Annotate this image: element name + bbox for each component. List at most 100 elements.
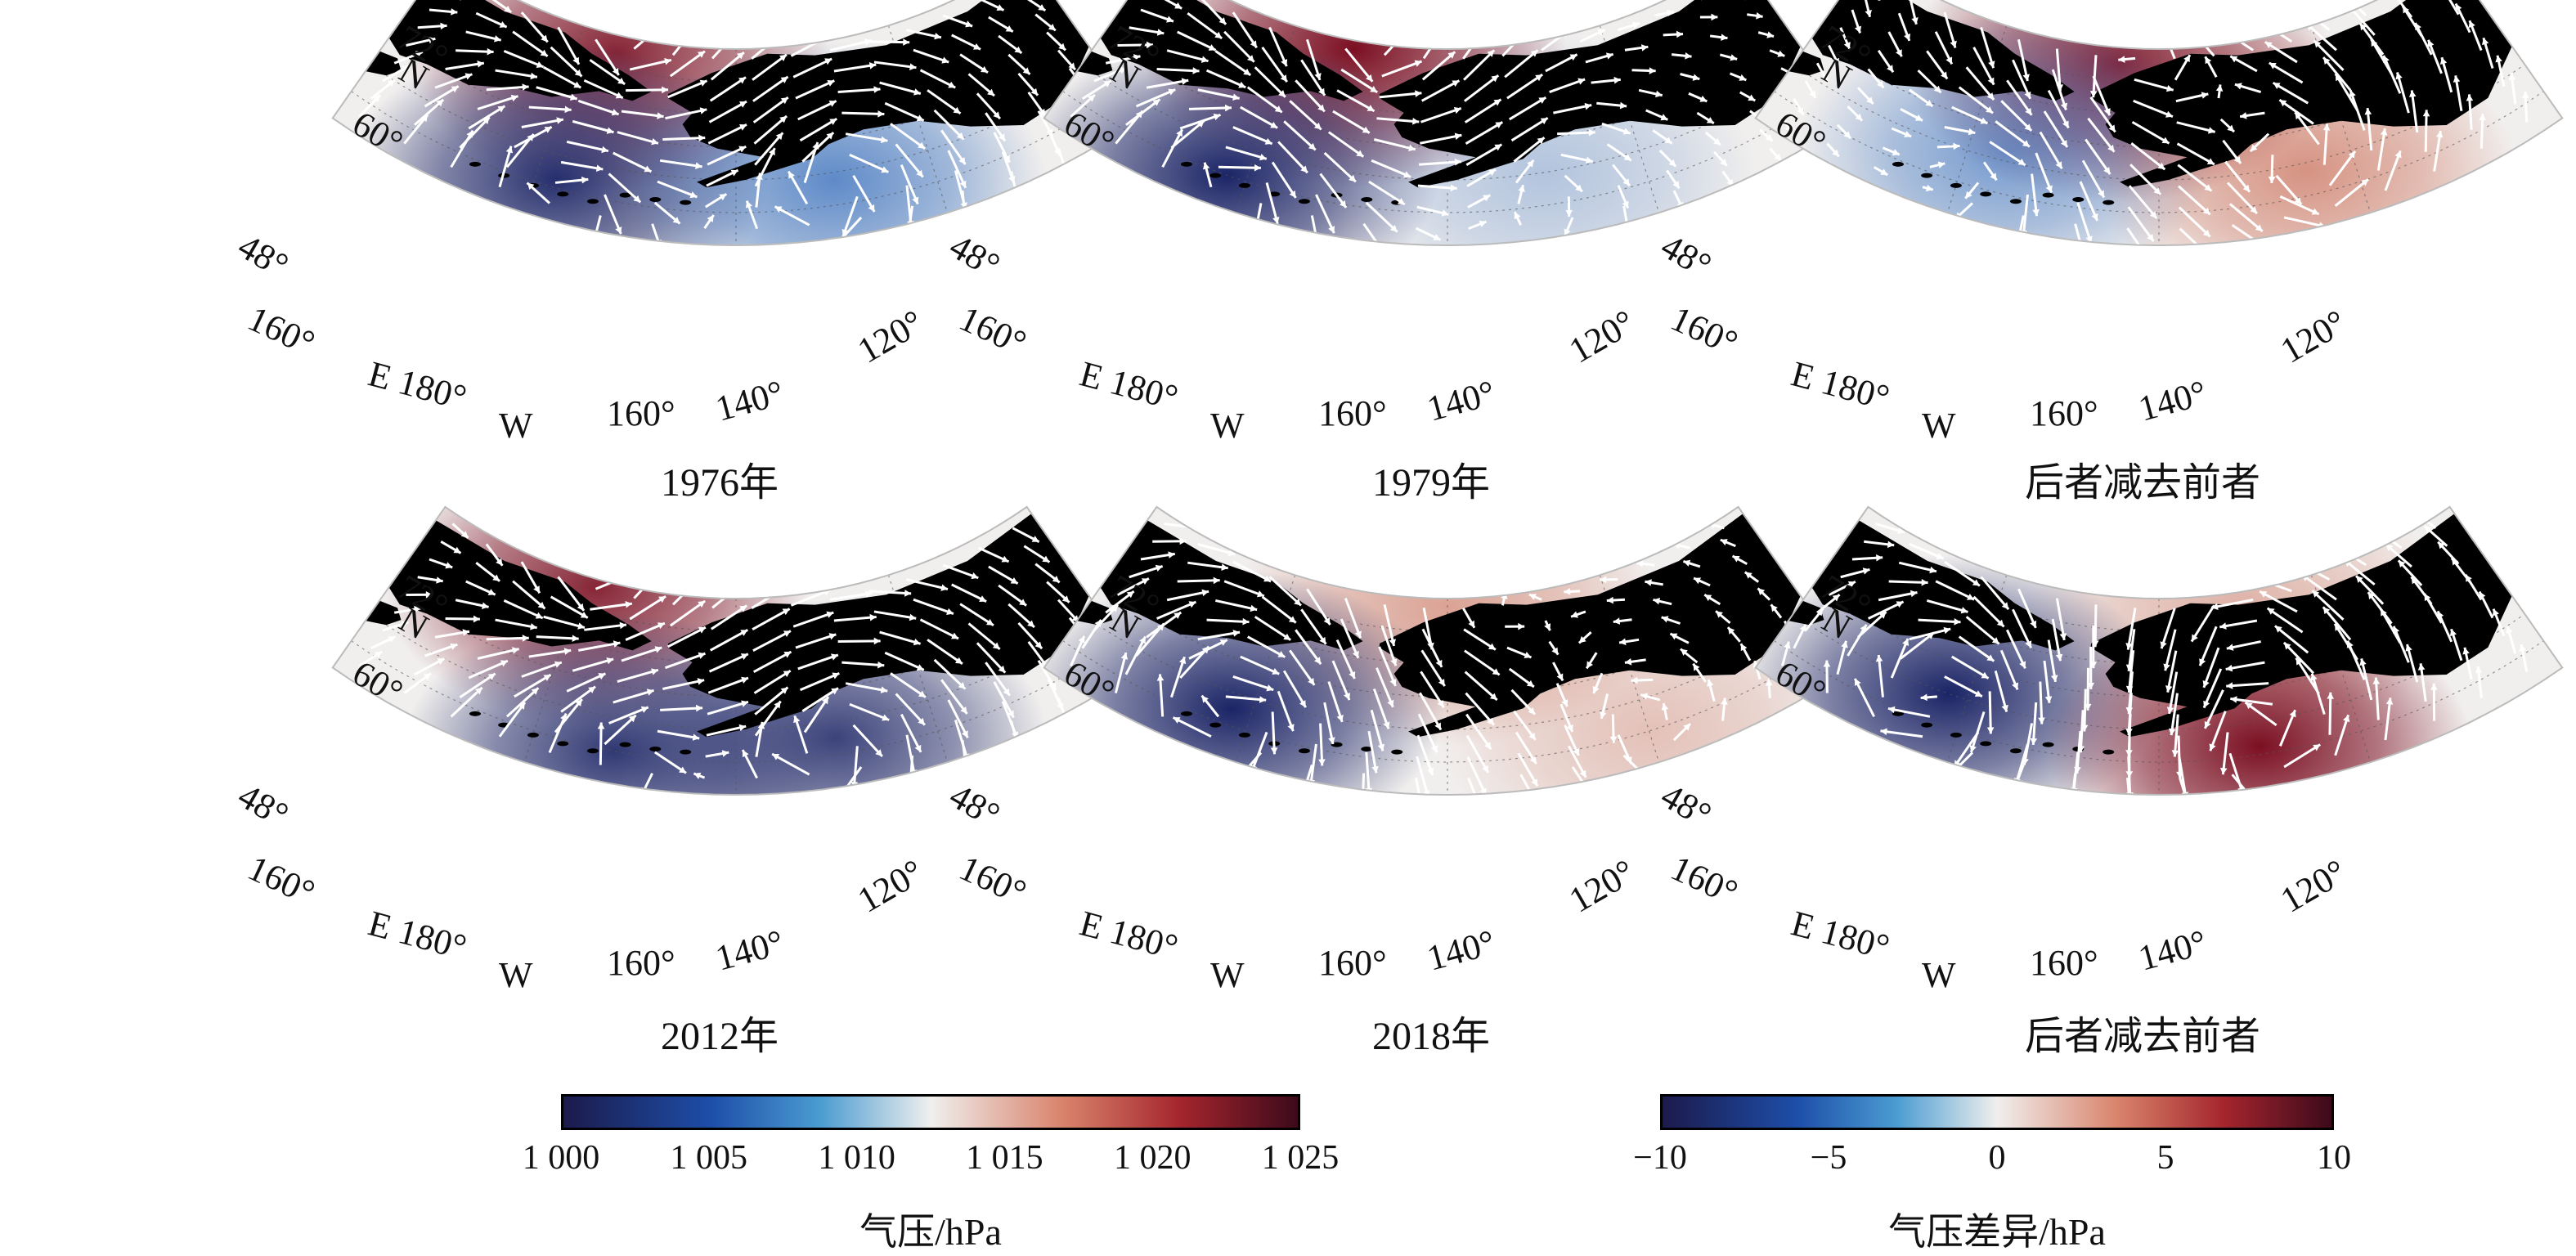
lon-label: 160°: [1665, 848, 1744, 913]
lon-label: 160°: [1318, 393, 1387, 433]
lat-label: 48°: [231, 775, 295, 835]
aleutian-island: [680, 200, 691, 205]
aleutian-island: [1209, 723, 1221, 728]
lon-label: 160°: [2030, 393, 2098, 433]
lon-label: 160°: [1318, 943, 1387, 983]
aleutian-island: [680, 750, 691, 755]
aleutian-island: [649, 197, 661, 202]
lon-label: 160°: [954, 298, 1032, 364]
aleutian-island: [2010, 199, 2022, 204]
aleutian-island: [2010, 748, 2022, 753]
colorbar-tick: −10: [1633, 1138, 1687, 1178]
aleutian-island: [1892, 162, 1904, 167]
panel-caption: 2012年: [556, 1003, 883, 1061]
lon-label: 160°: [607, 943, 675, 983]
aleutian-island: [469, 162, 481, 167]
lon-label: W: [499, 955, 533, 995]
colorbar-pressure: [561, 1094, 1300, 1130]
aleutian-island: [469, 711, 481, 716]
lat-label: 48°: [1654, 775, 1718, 835]
aleutian-island: [2103, 750, 2114, 755]
aleutian-island: [1299, 748, 1310, 753]
aleutian-island: [587, 199, 599, 204]
lon-label: E 180°: [1787, 353, 1893, 418]
colorbar-difference: [1660, 1094, 2334, 1130]
lon-label: 160°: [1665, 298, 1744, 364]
lon-label: 140°: [711, 922, 788, 979]
lon-label: W: [1922, 955, 1956, 995]
lat-label: 48°: [1654, 226, 1718, 285]
aleutian-island: [587, 748, 599, 753]
lon-label: E 180°: [1787, 903, 1893, 967]
colorbar-tick: 1 015: [966, 1138, 1043, 1178]
lon-label: E 180°: [1075, 353, 1182, 418]
lat-label: 48°: [231, 226, 295, 285]
panel-caption: 1976年: [556, 450, 883, 507]
aleutian-island: [1391, 750, 1402, 755]
colorbar-tick: 0: [1989, 1138, 2006, 1178]
lon-label: E 180°: [1075, 903, 1182, 967]
aleutian-island: [2103, 200, 2114, 205]
lon-label: 120°: [1563, 851, 1642, 920]
lon-label: 160°: [242, 298, 321, 364]
colorbar-tick: 1 020: [1114, 1138, 1192, 1178]
aleutian-island: [649, 747, 661, 751]
lon-label: 160°: [242, 848, 321, 913]
lat-label: 48°: [943, 775, 1007, 835]
lon-label: W: [1210, 955, 1245, 995]
aleutian-island: [1980, 741, 1991, 746]
lon-label: 140°: [711, 373, 788, 429]
aleutian-island: [527, 733, 539, 738]
aleutian-island: [2043, 742, 2054, 747]
colorbar-tick: −5: [1811, 1138, 1847, 1178]
lon-label: 140°: [1423, 922, 1499, 979]
aleutian-island: [1239, 183, 1250, 188]
colorbar-tick: 1 000: [523, 1138, 600, 1178]
lon-label: E 180°: [364, 353, 470, 418]
colorbar-tick: 5: [2157, 1138, 2174, 1178]
lat-label: 48°: [943, 226, 1007, 285]
lon-label: 120°: [851, 851, 931, 920]
lon-label: E 180°: [364, 903, 470, 967]
lon-label: 160°: [2030, 943, 2098, 983]
lon-label: 120°: [1563, 302, 1642, 370]
colorbar-tick: 10: [2317, 1138, 2351, 1178]
colorbar-title: 气压差异/hPa: [1888, 1202, 2106, 1256]
lon-label: 120°: [851, 302, 931, 370]
aleutian-island: [620, 742, 631, 747]
lon-label: W: [499, 406, 533, 446]
panel-caption: 后者减去前者: [1979, 1003, 2306, 1061]
aleutian-island: [1239, 733, 1250, 738]
aleutian-island: [557, 741, 568, 746]
lon-label: 120°: [2274, 302, 2354, 370]
colorbar-title: 气压/hPa: [859, 1202, 1002, 1256]
aleutian-island: [1181, 711, 1192, 716]
colorbar-tick: 1 005: [671, 1138, 748, 1178]
aleutian-island: [1181, 162, 1192, 167]
aleutian-island: [1950, 733, 1962, 738]
aleutian-island: [1299, 199, 1310, 204]
lon-label: 140°: [2134, 922, 2210, 979]
aleutian-island: [2043, 193, 2054, 198]
colorbar-tick: 1 010: [818, 1138, 895, 1178]
aleutian-island: [1921, 173, 1932, 178]
panel-caption: 2018年: [1268, 1003, 1595, 1061]
aleutian-island: [1950, 183, 1962, 188]
aleutian-island: [1361, 197, 1372, 202]
colorbar-tick: 1 025: [1262, 1138, 1340, 1178]
aleutian-island: [1209, 173, 1221, 178]
aleutian-island: [1980, 191, 1991, 196]
aleutian-island: [557, 191, 568, 196]
aleutian-island: [2072, 197, 2084, 202]
lon-label: 120°: [2274, 851, 2354, 920]
lon-label: W: [1210, 406, 1245, 446]
panel-caption: 1979年: [1268, 450, 1595, 507]
lon-label: 140°: [2134, 373, 2210, 429]
